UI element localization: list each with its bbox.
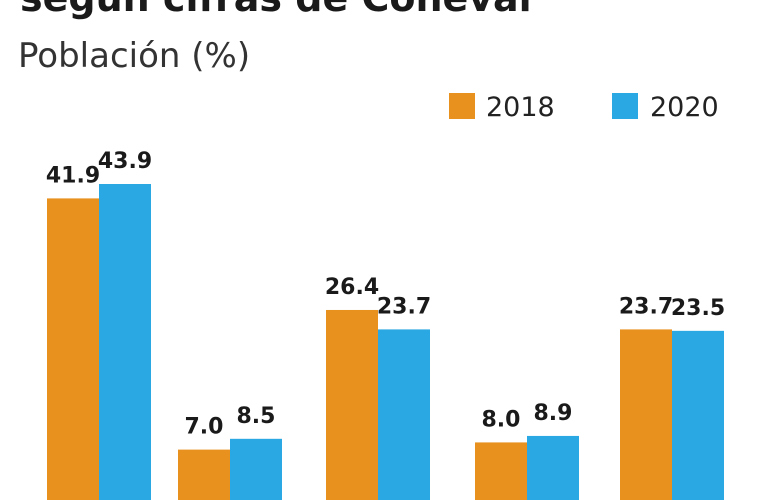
chart-title: según cifras de Coneval xyxy=(20,0,532,20)
data-label-2018-3: 26.4 xyxy=(325,275,379,300)
bar-2018-4 xyxy=(475,442,527,500)
bar-2020-5 xyxy=(672,330,724,500)
bar-2018-2 xyxy=(178,449,230,500)
data-label-2018-2: 7.0 xyxy=(185,415,224,440)
chart-subtitle: Población (%) xyxy=(18,36,251,76)
data-labels-group: 41.943.97.0 8.526.423.78.0 8.923.723.5 xyxy=(46,149,725,440)
legend-swatch-2018 xyxy=(449,93,475,119)
bars-group xyxy=(47,184,724,500)
bar-2020-4 xyxy=(527,435,579,500)
legend-swatch-2020 xyxy=(612,93,638,119)
bar-2020-1 xyxy=(99,184,151,500)
bar-2018-1 xyxy=(47,198,99,500)
bar-2020-3 xyxy=(378,329,430,500)
bar-2018-5 xyxy=(620,329,672,500)
data-label-2018-5: 23.7 xyxy=(619,294,673,319)
bar-2018-3 xyxy=(326,309,378,500)
data-label-2020-3: 23.7 xyxy=(377,294,431,319)
data-label-2020-1: 43.9 xyxy=(98,149,152,174)
data-label-2018-1: 41.9 xyxy=(46,163,100,188)
data-label-2020-2: 8.5 xyxy=(237,404,276,429)
legend: 2018 2020 xyxy=(449,92,719,123)
data-label-2018-4: 8.0 xyxy=(482,407,521,432)
data-label-2020-4: 8.9 xyxy=(534,401,573,426)
legend-label-2020: 2020 xyxy=(650,92,719,123)
data-label-2020-5: 23.5 xyxy=(671,296,725,321)
bar-2020-2 xyxy=(230,438,282,500)
legend-label-2018: 2018 xyxy=(486,92,555,123)
